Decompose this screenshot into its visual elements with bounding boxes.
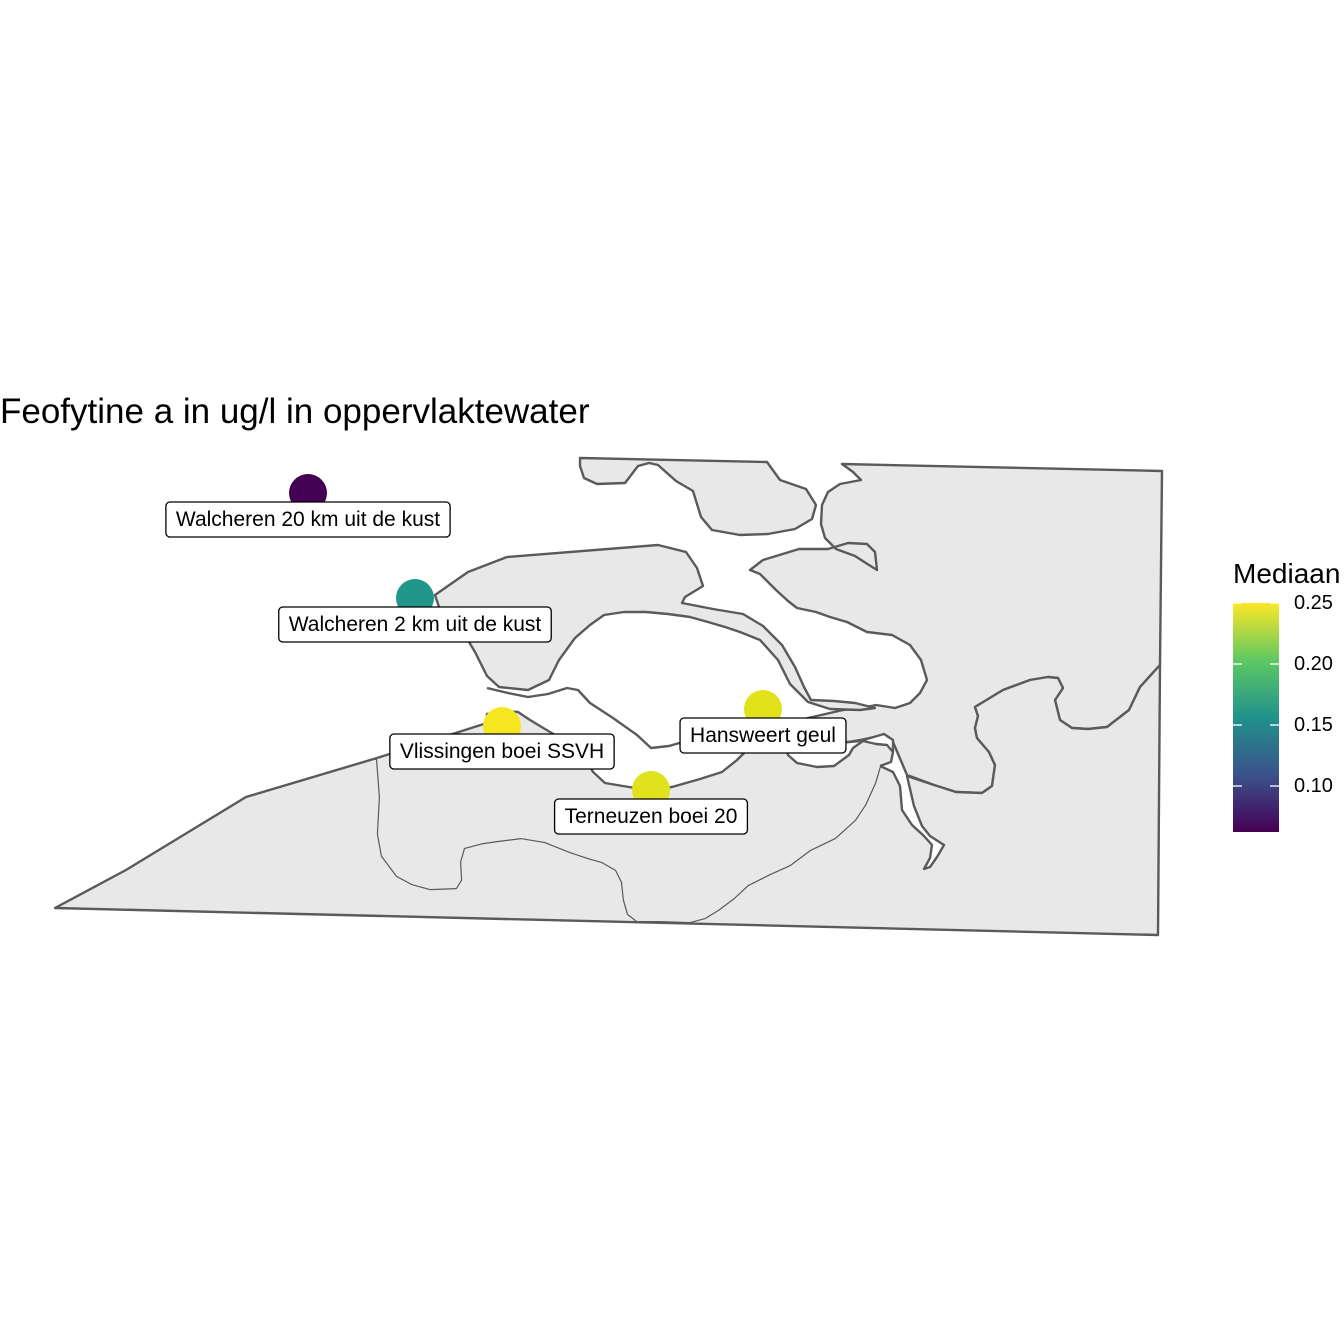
legend-title: Mediaan	[1233, 558, 1341, 589]
station-label-box	[553, 798, 749, 835]
station-label: Terneuzen boei 20	[553, 798, 749, 835]
land-north-island	[578, 456, 818, 537]
station-label: Vlissingen boei SSVH	[389, 733, 615, 770]
station-label-box	[165, 501, 451, 538]
station-label: Walcheren 2 km uit de kust	[278, 606, 552, 643]
map-title: Feofytine a in ug/l in oppervlaktewater	[0, 392, 590, 431]
station-label: Hansweert geul	[679, 717, 847, 754]
station-label-text: Vlissingen boei SSVH	[400, 740, 604, 763]
westerschelde-water	[478, 688, 893, 789]
legend-tick-label: 0.20	[1294, 653, 1333, 675]
station-label-text: Walcheren 20 km uit de kust	[176, 508, 440, 531]
station-label-box	[278, 606, 552, 643]
legend-gradient	[1233, 603, 1279, 832]
station-label-box	[389, 733, 615, 770]
legend-tick-label: 0.10	[1294, 775, 1333, 797]
station-label-text: Walcheren 2 km uit de kust	[289, 613, 542, 636]
land-south	[53, 663, 1162, 937]
legend-tick-label: 0.25	[1294, 592, 1333, 614]
station-label-box	[679, 717, 847, 754]
land-walcheren-beveland	[433, 543, 877, 712]
station-label: Walcheren 20 km uit de kust	[165, 501, 451, 538]
station-label-text: Hansweert geul	[690, 724, 836, 747]
station-label-text: Terneuzen boei 20	[565, 805, 738, 828]
legend-tick-label: 0.15	[1294, 714, 1333, 736]
stations-layer: Walcheren 20 km uit de kust Walcheren 2 k…	[165, 474, 847, 835]
legend-colorbar	[1233, 602, 1279, 832]
